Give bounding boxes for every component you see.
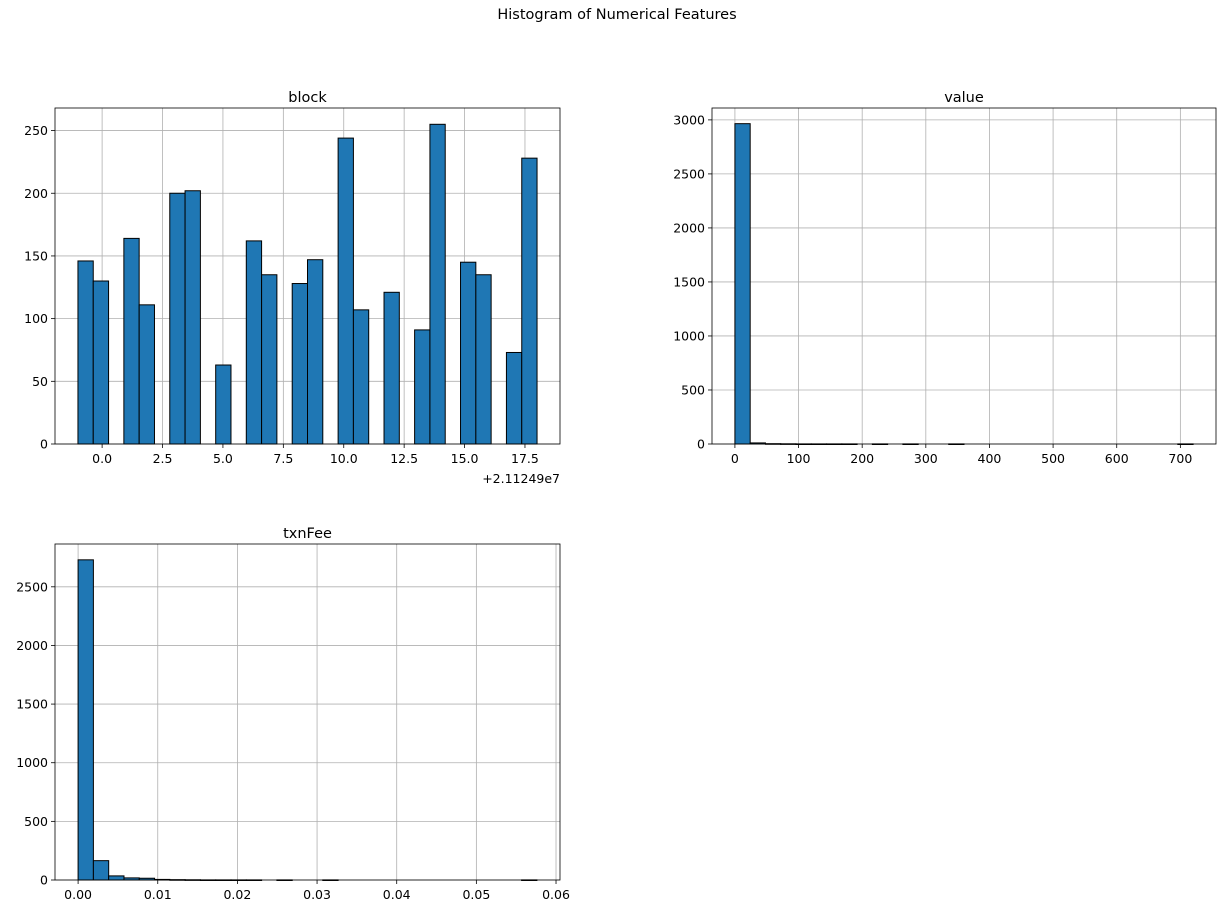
y-tick-label: 2500 — [673, 166, 705, 181]
y-tick-label: 3000 — [673, 112, 705, 127]
histogram-bar — [215, 364, 232, 445]
histogram-bar — [92, 860, 110, 881]
histogram-bar — [505, 351, 523, 445]
y-tick-label: 50 — [32, 374, 48, 389]
histogram-bar — [475, 274, 492, 445]
x-tick-label: 0.06 — [542, 887, 570, 902]
y-tick-label: 2000 — [16, 638, 48, 653]
x-tick-label: 700 — [1168, 451, 1192, 466]
histogram-bar — [92, 280, 110, 445]
histogram-bar — [77, 260, 94, 445]
y-tick-label: 2500 — [16, 579, 48, 594]
histogram-bar — [460, 261, 477, 445]
histogram-bar — [261, 274, 278, 445]
histogram-bar — [108, 875, 125, 881]
histogram-bar — [138, 304, 155, 445]
subplot-block: 0.0 2.5 5.0 7.5 10.0 12.5 15.0 17.5 0 50 100 150 200… — [24, 90, 561, 486]
x-tick-label: 0.04 — [383, 887, 411, 902]
y-tick-label: 0 — [40, 437, 48, 452]
x-offset-text: +2.11249e7 — [482, 471, 560, 486]
axes-frame — [54, 543, 561, 881]
figure-title: Histogram of Numerical Features — [497, 7, 737, 23]
x-tick-label: 0.0 — [92, 451, 112, 466]
histogram-bar — [123, 237, 140, 445]
x-tick-label: 5.0 — [213, 451, 233, 466]
y-tick-label: 2000 — [673, 220, 705, 235]
axes-frame — [54, 107, 561, 445]
x-tick-label: 0 — [731, 451, 739, 466]
histogram-bar — [307, 259, 324, 445]
x-tick-label: 0.03 — [303, 887, 331, 902]
x-tick-label: 12.5 — [390, 451, 418, 466]
y-tick-label: 0 — [697, 437, 705, 452]
histogram-bar — [291, 283, 308, 445]
histogram-bar — [184, 190, 201, 445]
subplot-title: block — [288, 90, 327, 106]
histogram-bar — [414, 329, 431, 445]
y-tick-label: 1500 — [673, 274, 705, 289]
x-tick-label: 300 — [914, 451, 938, 466]
y-tick-label: 250 — [24, 123, 48, 138]
x-tick-label: 0.00 — [64, 887, 92, 902]
x-tick-label: 10.0 — [330, 451, 358, 466]
x-tick-label: 200 — [850, 451, 874, 466]
x-tick-label: 2.5 — [153, 451, 173, 466]
y-tick-label: 1500 — [16, 697, 48, 712]
histogram-bar — [383, 291, 400, 445]
x-tick-label: 600 — [1105, 451, 1129, 466]
subplot-value: 0 100 200 300 400 500 600 700 0 500 1000 1500 2000 25… — [673, 90, 1217, 466]
y-tick-label: 500 — [24, 814, 48, 829]
y-tick-label: 100 — [24, 311, 48, 326]
histogram-bar — [521, 157, 538, 445]
x-tick-label: 100 — [787, 451, 811, 466]
x-tick-label: 17.5 — [511, 451, 539, 466]
axes-frame — [711, 107, 1217, 445]
histogram-bar — [337, 137, 354, 445]
histogram-bar — [352, 309, 370, 445]
x-tick-label: 500 — [1041, 451, 1065, 466]
y-tick-label: 500 — [681, 382, 705, 397]
x-tick-label: 400 — [978, 451, 1002, 466]
x-tick-label: 0.02 — [223, 887, 251, 902]
y-tick-label: 200 — [24, 186, 48, 201]
histogram-bar — [429, 123, 446, 445]
histogram-bar — [734, 123, 751, 445]
x-tick-label: 0.05 — [462, 887, 490, 902]
y-tick-label: 0 — [40, 873, 48, 888]
histogram-bar — [169, 192, 186, 445]
x-tick-label: 7.5 — [273, 451, 293, 466]
y-tick-label: 1000 — [673, 328, 705, 343]
histogram-bar — [245, 240, 263, 445]
x-tick-label: 0.01 — [144, 887, 172, 902]
subplot-title: value — [944, 90, 984, 106]
subplot-txnfee: 0.00 0.01 0.02 0.03 0.04 0.05 0.06 0 500 1000 1500… — [16, 526, 570, 902]
histogram-bar — [77, 559, 94, 881]
x-tick-label: 15.0 — [451, 451, 479, 466]
y-tick-label: 1000 — [16, 755, 48, 770]
subplot-title: txnFee — [283, 526, 332, 542]
y-tick-label: 150 — [24, 248, 48, 263]
